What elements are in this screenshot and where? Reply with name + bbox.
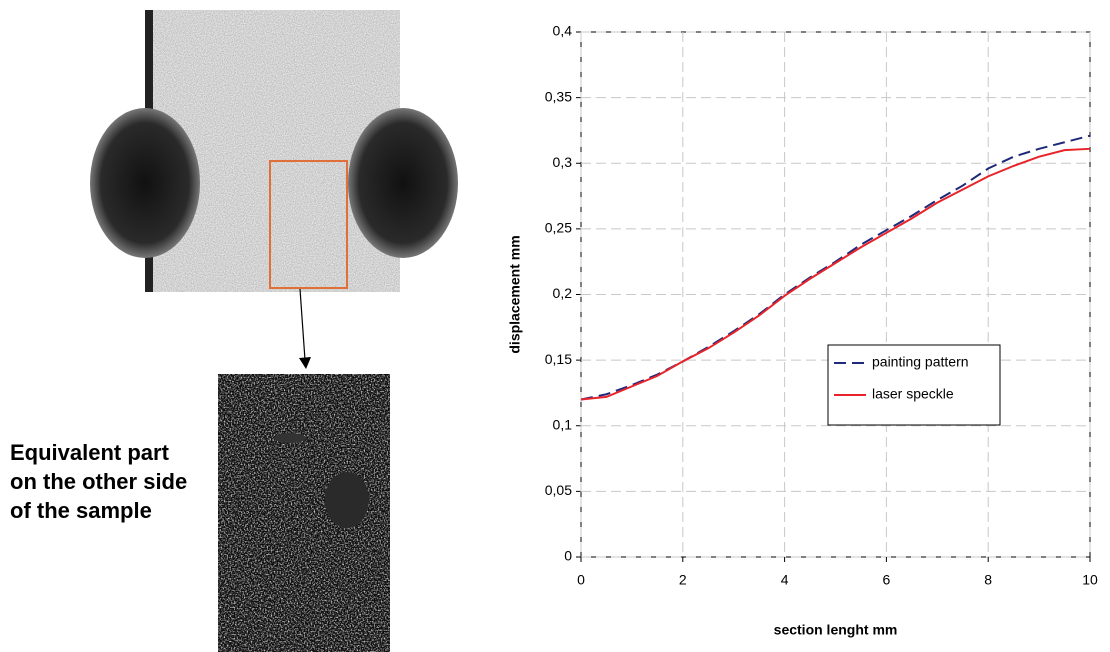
arrow-head — [299, 357, 311, 369]
x-tick-label: 6 — [883, 572, 891, 588]
spot — [325, 472, 369, 528]
legend-box — [827, 344, 1001, 426]
notch — [90, 108, 200, 258]
sample-photo — [90, 10, 458, 292]
y-tick-label: 0,25 — [545, 220, 572, 236]
region-box — [269, 160, 348, 289]
legend-label: laser speckle — [872, 386, 954, 402]
y-tick-label: 0,3 — [553, 154, 573, 170]
y-tick-label: 0,05 — [545, 482, 572, 498]
x-tick-label: 10 — [1082, 572, 1098, 588]
spot — [274, 433, 306, 443]
line-series — [580, 147, 1091, 401]
x-tick-label: 0 — [577, 572, 585, 588]
y-tick-label: 0,4 — [553, 23, 573, 39]
y-axis-label: displacement mm — [507, 235, 523, 353]
x-tick-label: 8 — [984, 572, 992, 588]
y-tick-label: 0,1 — [553, 416, 573, 432]
x-tick-label: 4 — [781, 572, 789, 588]
notch — [348, 108, 458, 258]
back-photo — [218, 374, 390, 652]
y-tick-label: 0,35 — [545, 88, 572, 104]
x-tick-label: 2 — [679, 572, 687, 588]
x-axis-label: section lenght mm — [774, 622, 898, 638]
arrow — [299, 288, 306, 361]
y-tick-label: 0,15 — [545, 351, 572, 367]
annotation: Equivalent part on the other side of the… — [10, 440, 188, 523]
y-tick-label: 0 — [564, 548, 572, 564]
legend-label: painting pattern — [872, 354, 969, 370]
y-tick-label: 0,2 — [553, 285, 573, 301]
